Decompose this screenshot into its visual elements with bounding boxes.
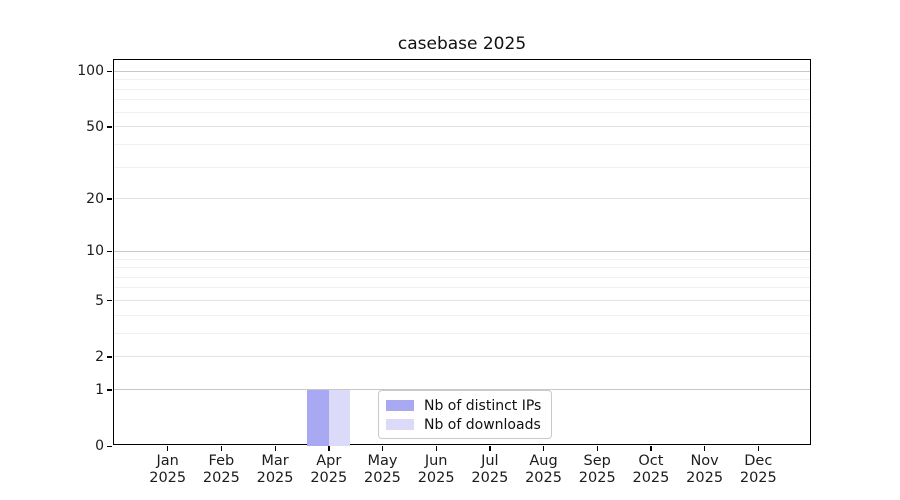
minor-gridline <box>114 332 810 334</box>
x-tick-label: Mar 2025 <box>256 453 294 486</box>
chart-title: casebase 2025 <box>397 34 527 54</box>
y-axis-tick <box>107 445 112 447</box>
minor-gridline <box>114 88 810 90</box>
x-axis-tick <box>435 446 437 451</box>
major-gridline <box>114 250 810 252</box>
bar-distinct-ips <box>307 389 329 446</box>
y-axis-tick <box>107 198 112 200</box>
minor-gridline <box>114 143 810 145</box>
legend: Nb of distinct IPs Nb of downloads <box>378 390 552 439</box>
minor-gridline <box>114 79 810 81</box>
mid-gridline <box>114 356 810 358</box>
x-axis-tick <box>757 446 760 451</box>
y-axis-tick <box>107 250 112 253</box>
y-tick-label: 20 <box>86 190 104 207</box>
x-axis-tick <box>274 446 276 451</box>
x-axis-tick <box>704 446 706 451</box>
x-tick-label: May 2025 <box>364 453 401 486</box>
y-axis-tick <box>107 389 112 391</box>
x-axis-tick <box>650 446 652 451</box>
minor-gridline <box>114 276 810 278</box>
x-tick-label: Jul 2025 <box>471 453 509 486</box>
y-axis-tick <box>107 126 112 128</box>
mid-gridline <box>114 300 810 301</box>
x-tick-label: Nov 2025 <box>686 453 724 486</box>
major-gridline <box>114 70 810 72</box>
y-tick-label: 50 <box>86 118 104 135</box>
minor-gridline <box>114 111 810 113</box>
x-axis-tick <box>167 446 169 451</box>
legend-label-distinct-ips: Nb of distinct IPs <box>424 397 542 414</box>
x-axis-tick <box>381 446 384 451</box>
x-tick-label: Aug 2025 <box>525 453 562 486</box>
major-gridline <box>114 389 810 391</box>
x-tick-label: Dec 2025 <box>739 453 777 486</box>
legend-item-distinct-ips: Nb of distinct IPs <box>386 396 543 415</box>
minor-gridline <box>114 267 810 269</box>
minor-gridline <box>114 314 810 316</box>
legend-label-downloads: Nb of downloads <box>424 416 541 433</box>
x-tick-label: Feb 2025 <box>202 453 240 486</box>
plot-area: 0 1 2 5 10 20 50 100 Jan 2025 Feb 2025 Mar 2025 Apr 202… <box>77 59 811 486</box>
mid-gridline <box>114 198 810 200</box>
legend-item-downloads: Nb of downloads <box>386 415 543 434</box>
minor-gridline <box>114 287 810 289</box>
x-tick-label: Jun 2025 <box>417 453 455 486</box>
minor-gridline <box>114 99 810 101</box>
y-tick-label: 5 <box>95 292 104 309</box>
x-tick-label: Oct 2025 <box>632 453 670 486</box>
y-axis-tick <box>107 300 112 302</box>
x-tick-label: Sep 2025 <box>578 453 616 486</box>
x-axis-tick <box>328 446 330 451</box>
y-tick-label: 0 <box>95 438 104 454</box>
x-tick-label: Apr 2025 <box>310 453 348 486</box>
y-axis-tick <box>107 70 112 73</box>
y-axis-tick <box>107 356 112 358</box>
y-tick-label: 10 <box>86 243 104 260</box>
x-tick-label: Jan 2025 <box>149 453 187 486</box>
x-axis-tick <box>596 446 599 451</box>
x-axis-tick <box>489 446 491 451</box>
legend-swatch-downloads <box>386 419 414 430</box>
legend-swatch-distinct-ips <box>386 400 414 411</box>
y-tick-label: 100 <box>77 63 104 80</box>
mid-gridline <box>114 126 810 128</box>
minor-gridline <box>114 166 810 168</box>
x-axis-tick <box>543 446 545 451</box>
y-tick-label: 2 <box>95 348 104 365</box>
bar-downloads <box>328 389 351 446</box>
minor-gridline <box>114 258 810 260</box>
x-axis-tick <box>220 446 223 451</box>
y-tick-label: 1 <box>95 381 104 398</box>
